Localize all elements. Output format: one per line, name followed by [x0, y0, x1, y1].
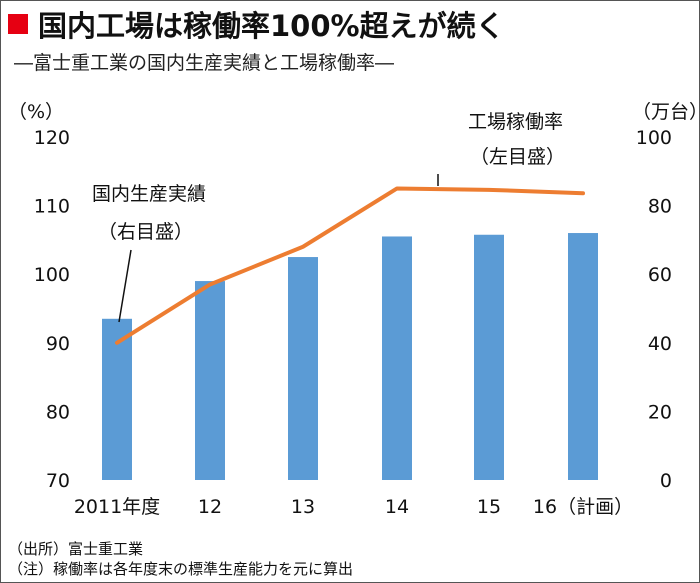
left-tick-label: 110: [34, 196, 70, 218]
x-tick-label: 12: [198, 496, 222, 518]
title-marker-square-icon: [8, 14, 28, 34]
x-tick-label: 2011年度: [74, 496, 160, 518]
bar: [568, 233, 598, 480]
bar-series-name: 国内生産実績: [92, 183, 206, 205]
bar-series-leader-line: [118, 249, 132, 323]
right-tick-label: 20: [648, 401, 672, 423]
annotations: 工場稼働率 （左目盛） 国内生産実績 （右目盛）: [92, 111, 565, 323]
left-tick-label: 90: [46, 333, 70, 355]
left-tick-label: 120: [34, 127, 70, 149]
bar: [474, 234, 504, 480]
right-tick-label: 80: [648, 196, 672, 218]
right-tick-label: 100: [636, 127, 672, 149]
right-tick-label: 40: [648, 333, 672, 355]
bar: [195, 281, 225, 480]
bar: [102, 318, 132, 480]
left-axis-ticks: 70 80 90 100 110 120: [34, 127, 70, 492]
x-tick-label: 14: [385, 496, 409, 518]
line-series-name: 工場稼働率: [468, 111, 563, 133]
x-tick-label: 16（計画）: [533, 496, 633, 518]
right-axis-ticks: 0 20 40 60 80 100: [636, 127, 672, 492]
left-axis-unit-label: （%）: [8, 101, 64, 123]
right-axis-unit-label: （万台）: [632, 101, 700, 123]
source-note: （出所）富士重工業: [8, 540, 144, 558]
x-axis-ticks: 2011年度 12 13 14 15 16（計画）: [74, 496, 633, 518]
left-tick-label: 70: [46, 470, 70, 492]
chart-subtitle: ―富士重工業の国内生産実績と工場稼働率―: [14, 52, 395, 74]
left-tick-label: 100: [34, 264, 70, 286]
footnote: （注）稼働率は各年度末の標準生産能力を元に算出: [8, 560, 354, 578]
title-row: 国内工場は稼働率100%超えが続く: [8, 6, 505, 43]
line-series: [115, 186, 585, 345]
x-tick-label: 15: [477, 496, 501, 518]
line-series-axis-note: （左目盛）: [470, 146, 565, 168]
bar-series: [102, 233, 598, 480]
right-tick-label: 0: [660, 470, 672, 492]
axis-labels: （%） （万台）: [8, 101, 700, 123]
utilization-line: [115, 186, 585, 345]
bar-series-axis-note: （右目盛）: [98, 221, 193, 243]
right-tick-label: 60: [648, 264, 672, 286]
x-tick-label: 13: [291, 496, 315, 518]
chart-title: 国内工場は稼働率100%超えが続く: [38, 9, 505, 43]
left-tick-label: 80: [46, 401, 70, 423]
bar: [382, 236, 412, 480]
bar: [288, 257, 318, 480]
